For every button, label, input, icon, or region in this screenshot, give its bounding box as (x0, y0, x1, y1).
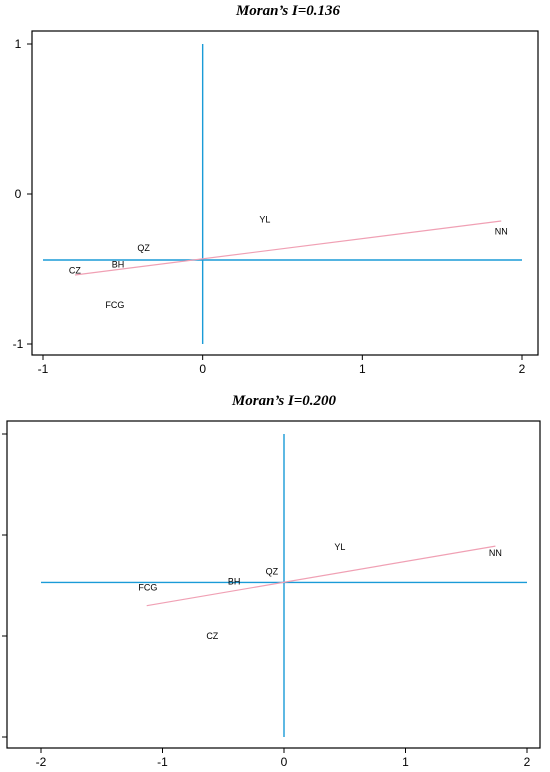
panel-2-regression-line (146, 545, 496, 607)
panel-1-y-tick-label: 1 (15, 37, 22, 51)
panel-1-y-tick-label: 0 (15, 187, 22, 201)
panel-2-title: Moran’s I=0.200 (231, 393, 337, 409)
panel-2-point-cz: CZ (206, 631, 218, 641)
panel-1-plot-frame (31, 30, 539, 356)
panel-1-point-qz: QZ (137, 243, 150, 253)
panel-2-x-tick-label: 0 (281, 755, 288, 769)
panel-1-fit (74, 220, 502, 276)
panel-1-x-tick-label: -1 (38, 362, 49, 376)
panel-2-x-tick-label: 1 (402, 755, 409, 769)
panel-1-title: Moran’s I=0.136 (235, 3, 341, 19)
panel-2-point-fcg: FCG (138, 583, 157, 593)
panel-2-x-tick-label: -2 (36, 755, 47, 769)
panel-1-point-nn: NN (495, 227, 508, 237)
panel-2-x-tick-label: 2 (524, 755, 531, 769)
panel-1-point-bh: BH (112, 260, 125, 270)
panel-2-point-yl: YL (334, 542, 345, 552)
panel-2-point-qz: QZ (266, 566, 279, 576)
panel-2-fit (146, 545, 496, 607)
panel-1-x-tick-label: 1 (359, 362, 366, 376)
panel-1-regression-line (74, 220, 502, 276)
panel-2-mean-lines (41, 434, 527, 737)
panel-1-point-cz: CZ (69, 266, 81, 276)
panel-1-x-tick-label: 0 (199, 362, 206, 376)
panel-2-plot-frame (6, 420, 541, 749)
panel-1-x-tick-label: 2 (519, 362, 526, 376)
panel-1-point-yl: YL (259, 215, 270, 225)
panel-2-x-tick-label: -1 (157, 755, 168, 769)
panel-1-ticks: -1 0 1 2 1 0 -1 (13, 37, 526, 376)
panel-2-point-nn: NN (489, 548, 502, 558)
panel-2-points: YL NN QZ BH FCG CZ (138, 542, 501, 641)
panel-1-y-tick-label: -1 (13, 337, 24, 351)
moran-panel-1: Moran’s I=0.136 -1 0 1 2 1 0 -1 YL NN QZ BH CZ FCG (13, 3, 539, 376)
panel-1-mean-lines (43, 44, 522, 344)
panel-1-points: YL NN QZ BH CZ FCG (69, 215, 508, 311)
panel-1-point-fcg: FCG (105, 300, 124, 310)
panel-2-point-bh: BH (228, 576, 241, 586)
